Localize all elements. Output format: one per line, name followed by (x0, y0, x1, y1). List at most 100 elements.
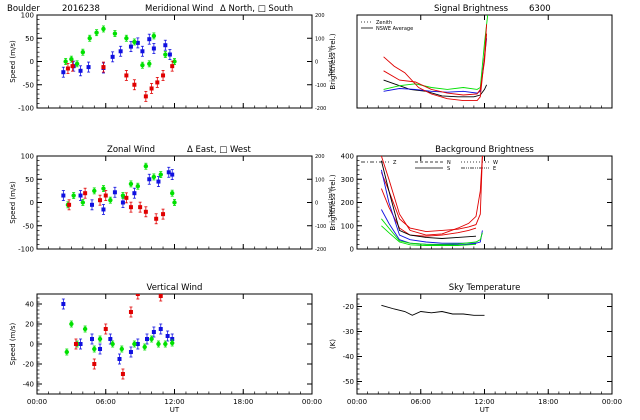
vertical-xtick-label: 00:00 (27, 398, 47, 406)
signal-series-line (383, 33, 488, 96)
zonal-point (156, 179, 161, 184)
background-data (380, 156, 483, 246)
zonal-point (90, 202, 94, 207)
meridional-point (151, 33, 157, 39)
legend-entry-label: W (493, 160, 498, 166)
signal-panel: Signal Brightness 6300 Brightness (rel.) Ze… (329, 4, 613, 109)
site-label: Boulder (7, 4, 40, 14)
vertical-point (151, 330, 156, 334)
meridional-point (112, 31, 118, 36)
zonal-point (147, 177, 152, 182)
meridional-point (140, 63, 145, 68)
meridional-point (143, 94, 148, 99)
zonal-point (71, 193, 76, 198)
zonal-point (124, 195, 129, 200)
vertical-point (98, 347, 103, 351)
background-series-line (381, 225, 477, 246)
zonal-point (83, 191, 88, 196)
zonal-point (151, 174, 157, 180)
vertical-data (61, 294, 175, 380)
vertical-point (64, 349, 69, 355)
signal-title-suffix: 6300 (529, 4, 551, 14)
meridional-point (69, 56, 74, 62)
zonal-point (166, 170, 171, 175)
sky-title: Sky Temperature (449, 283, 521, 293)
zonal-point (120, 200, 125, 205)
meridional-ytick-right-label: 200 (315, 13, 325, 19)
sky-ylabel: (K) (329, 339, 337, 349)
meridional-point (101, 65, 106, 70)
vertical-point (170, 337, 175, 341)
sky-data (381, 304, 485, 316)
vertical-point (78, 342, 83, 346)
sky-xtick-label: 00:00 (602, 398, 622, 406)
legend-entry-label: Zenith (376, 20, 392, 26)
vertical-point (145, 337, 149, 341)
signal-title: Signal Brightness (434, 4, 509, 14)
vertical-point (135, 342, 140, 346)
signal-series-line (383, 38, 488, 94)
vertical-xtick-label: 00:00 (302, 398, 322, 406)
meridional-ytick-label: 0 (30, 58, 34, 66)
meridional-point (94, 30, 99, 35)
background-series-line (381, 218, 483, 245)
sky-xtick-label: 00:00 (347, 398, 367, 406)
zonal-point (161, 212, 166, 217)
meridional-ytick-right-label: -100 (315, 83, 326, 89)
meridional-point (70, 64, 75, 69)
legend-entry-label: N (447, 160, 451, 166)
vertical-point (170, 340, 175, 346)
zonal-point (92, 188, 97, 194)
vertical-ytick-label: -20 (23, 361, 34, 369)
zonal-point (67, 202, 72, 207)
vertical-xlabel: UT (170, 406, 180, 414)
zonal-point (108, 197, 113, 203)
vertical-xtick-label: 12:00 (164, 398, 184, 406)
signal-series-line (383, 15, 489, 90)
meridional-point (86, 65, 91, 70)
vertical-point (90, 337, 94, 341)
legend-entry-label: NSWE Average (376, 26, 413, 32)
zonal-point (98, 198, 103, 203)
zonal-point (128, 181, 134, 187)
vertical-point (163, 341, 168, 347)
zonal-point (143, 209, 148, 214)
sky-series-line (381, 304, 485, 316)
zonal-point (143, 164, 149, 169)
sky-xtick-label: 18:00 (538, 398, 558, 406)
zonal-point (101, 186, 106, 191)
meridional-ytick-label: -50 (23, 81, 34, 89)
meridional-ytick-right-label: 0 (315, 60, 318, 66)
meridional-point (132, 82, 137, 87)
zonal-ytick-right-label: 0 (315, 201, 318, 207)
meridional-point (147, 61, 152, 67)
meridional-ylabel-right: Speed (m/s) (328, 46, 334, 76)
vertical-point (92, 362, 97, 366)
background-ytick-label: 100 (341, 222, 354, 230)
meridional-point (149, 86, 154, 91)
zonal-point (170, 172, 175, 177)
meridional-panel: Boulder 2016238 Meridional Wind Δ North, □ … (7, 4, 334, 113)
meridional-data (61, 25, 177, 102)
vertical-point (110, 341, 115, 347)
meridional-ytick-right-label: 100 (315, 36, 325, 42)
zonal-ytick-right-label: -100 (315, 224, 326, 230)
zonal-ytick-label: -100 (18, 246, 34, 254)
background-series-line (380, 156, 483, 233)
zonal-panel: Zonal Wind Δ East, □ West 100 200 50 100 0 0 -50… (9, 145, 334, 254)
zonal-ytick-right-label: 100 (315, 177, 325, 183)
meridional-point (87, 36, 92, 41)
vertical-ytick-label: 20 (25, 321, 34, 329)
zonal-ytick-label: -50 (23, 222, 34, 230)
meridional-point (155, 80, 160, 85)
meridional-point (128, 44, 133, 49)
meridional-point (101, 26, 106, 32)
vertical-ytick-label: 40 (25, 301, 34, 309)
vertical-point (135, 294, 140, 296)
zonal-ylabel: Speed (m/s) (9, 181, 17, 224)
vertical-point (128, 350, 133, 354)
zonal-point (154, 216, 159, 221)
sky-xtick-label: 06:00 (411, 398, 431, 406)
meridional-point (124, 36, 129, 41)
meridional-point (124, 73, 129, 78)
